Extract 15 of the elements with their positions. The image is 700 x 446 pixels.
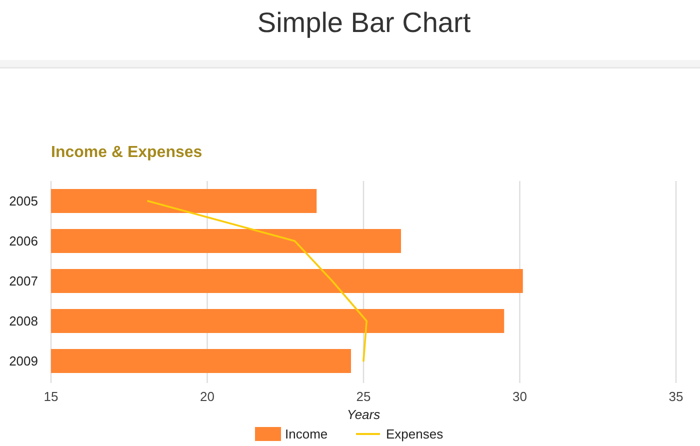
x-tick-label: 25	[356, 389, 371, 404]
y-tick-label: 2008	[9, 314, 38, 328]
x-tick-label: 35	[668, 389, 684, 404]
y-tick-label: 2006	[9, 234, 38, 248]
legend-label: Expenses	[386, 426, 444, 442]
x-axis-title: Years	[346, 407, 381, 422]
chart-title: Simple Bar Chart	[257, 7, 471, 38]
x-tick-label: 20	[200, 389, 214, 404]
legend-label: Income	[285, 426, 328, 442]
y-tick-label: 2005	[9, 194, 38, 208]
y-tick-label: 2009	[9, 354, 38, 368]
chart-subtitle: Income & Expenses	[51, 144, 202, 161]
x-tick-label: 15	[44, 389, 58, 404]
y-tick-label: 2007	[9, 274, 38, 288]
x-tick-label: 30	[512, 389, 527, 404]
